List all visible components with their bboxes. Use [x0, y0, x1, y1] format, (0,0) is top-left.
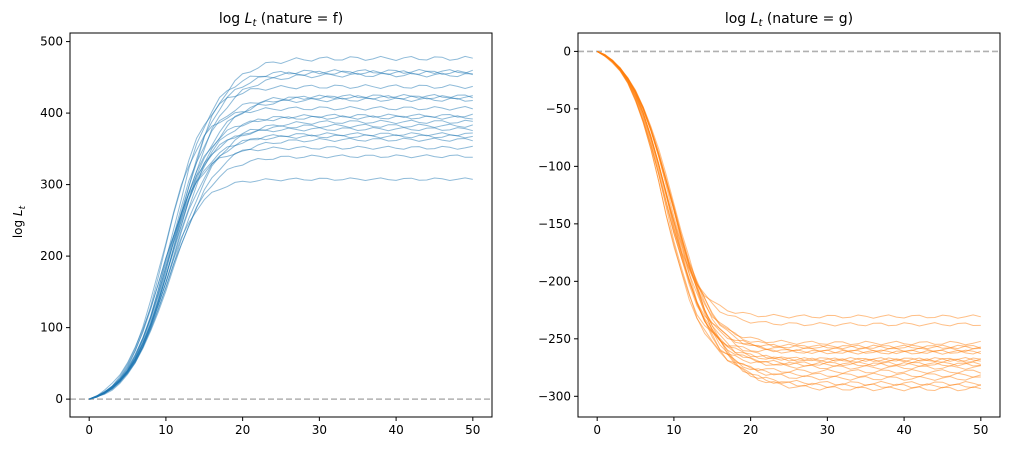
- y-tick-label-g--150: −150: [538, 217, 571, 231]
- plot-frame-g: [577, 32, 1001, 418]
- y-tick-label-g--200: −200: [538, 274, 571, 288]
- x-tick-label-g-40: 40: [896, 423, 911, 437]
- series-layer-f: [70, 55, 492, 400]
- x-tick-label-f-10: 10: [158, 423, 173, 437]
- series-line-g-12: [597, 50, 981, 367]
- series-line-f-3: [89, 145, 473, 400]
- plot-frame-f: [69, 32, 493, 418]
- series-line-g-17: [596, 50, 981, 381]
- chart-nature-g: log Lt (nature = g) 0 10 20 30 40 50 0 −50 −100 −…: [538, 11, 1001, 437]
- series-line-f-2: [89, 154, 473, 400]
- y-tick-label-f-300: 300: [40, 178, 63, 192]
- y-tick-label-g--300: −300: [538, 389, 571, 403]
- series-line-g-20: [596, 50, 981, 392]
- x-tick-label-f-20: 20: [235, 423, 250, 437]
- series-line-g-1: [596, 50, 981, 319]
- series-line-g-11: [596, 50, 981, 364]
- series-line-g-13: [596, 50, 981, 367]
- series-line-g-16: [596, 50, 981, 378]
- chart-title-f: log Lt (nature = f): [219, 11, 343, 29]
- x-tick-label-g-30: 30: [820, 423, 835, 437]
- y-tick-label-g--100: −100: [538, 159, 571, 173]
- series-line-f-12: [88, 105, 473, 400]
- series-line-g-2: [596, 50, 981, 327]
- series-line-f-6: [89, 132, 473, 400]
- x-tick-label-g-10: 10: [666, 423, 681, 437]
- x-tick-label-g-20: 20: [743, 423, 758, 437]
- series-line-g-7: [596, 50, 981, 355]
- y-tick-label-f-100: 100: [40, 321, 63, 335]
- y-tick-label-g-0: 0: [563, 44, 571, 58]
- series-line-g-4: [596, 50, 981, 350]
- x-tick-label-f-50: 50: [465, 423, 480, 437]
- series-line-f-1: [89, 177, 473, 400]
- x-tick-label-f-30: 30: [312, 423, 327, 437]
- y-tick-label-f-500: 500: [40, 35, 63, 49]
- x-tick-label-g-0: 0: [593, 423, 601, 437]
- series-line-g-5: [596, 50, 981, 350]
- series-line-g-18: [596, 50, 981, 387]
- y-tick-label-f-0: 0: [55, 392, 63, 406]
- series-line-f-5: [89, 134, 473, 400]
- series-line-g-3: [596, 50, 981, 346]
- x-tick-label-g-50: 50: [973, 423, 988, 437]
- series-line-g-10: [596, 50, 981, 362]
- series-line-f-4: [89, 137, 473, 400]
- y-tick-label-f-200: 200: [40, 249, 63, 263]
- series-layer-g: [578, 50, 1000, 392]
- y-tick-label-g--250: −250: [538, 332, 571, 346]
- series-line-g-8: [596, 50, 981, 355]
- series-line-g-14: [596, 50, 981, 370]
- x-tick-label-f-40: 40: [388, 423, 403, 437]
- chart-title-g: log Lt (nature = g): [725, 11, 853, 29]
- y-axis-label-f: log Lt: [11, 205, 28, 238]
- series-line-f-17: [89, 72, 473, 400]
- series-line-f-7: [89, 126, 473, 400]
- y-tick-label-f-400: 400: [40, 106, 63, 120]
- series-line-g-9: [597, 50, 981, 363]
- series-line-g-19: [596, 50, 981, 389]
- series-line-f-10: [89, 115, 473, 400]
- series-line-f-19: [89, 68, 473, 400]
- series-line-f-8: [89, 123, 473, 400]
- axes-g: 0 10 20 30 40 50 0 −50 −100 −150 −200 −250 −300: [538, 32, 1001, 437]
- y-tick-label-g--50: −50: [546, 102, 571, 116]
- series-line-f-9: [89, 119, 473, 400]
- series-line-g-6: [596, 50, 981, 353]
- series-line-f-20: [89, 55, 473, 400]
- x-tick-label-f-0: 0: [85, 423, 93, 437]
- series-line-f-16: [89, 84, 473, 400]
- series-line-f-14: [89, 95, 473, 400]
- series-line-f-18: [89, 70, 473, 400]
- chart-nature-f: log Lt (nature = f) log Lt 0 10 20 30 40 5001…: [11, 11, 493, 437]
